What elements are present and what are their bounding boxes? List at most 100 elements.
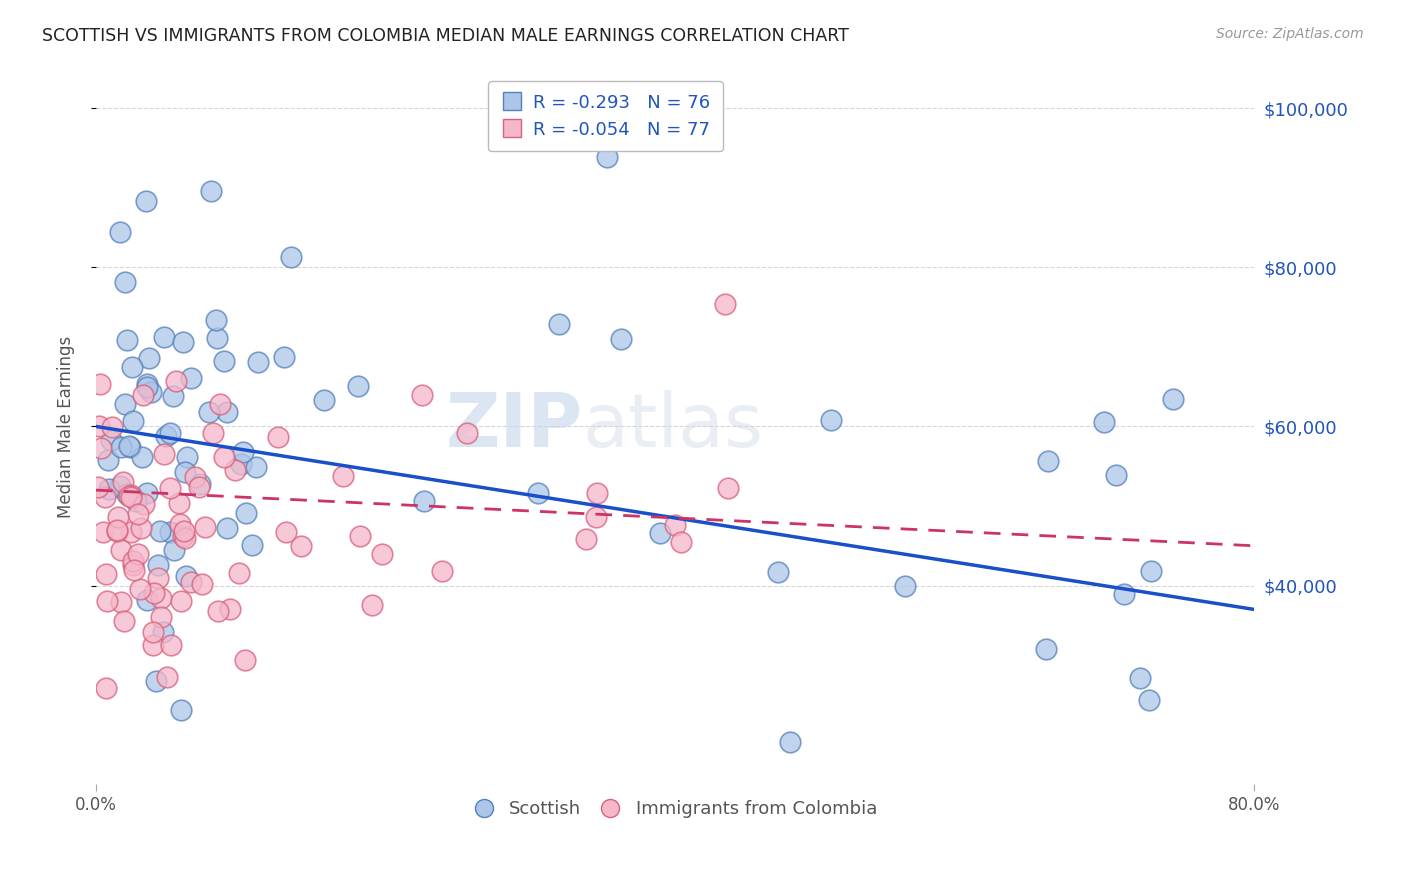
Point bbox=[115, 333, 138, 347]
Point bbox=[120, 488, 142, 502]
Point bbox=[120, 491, 142, 505]
Point bbox=[370, 547, 392, 561]
Point bbox=[204, 312, 226, 326]
Point bbox=[200, 184, 222, 198]
Point bbox=[127, 507, 149, 521]
Point bbox=[122, 554, 145, 568]
Point bbox=[650, 526, 672, 541]
Point bbox=[142, 638, 165, 652]
Point bbox=[111, 475, 134, 489]
Point bbox=[1161, 392, 1184, 406]
Point bbox=[159, 524, 181, 539]
Point bbox=[89, 376, 111, 391]
Point bbox=[122, 414, 145, 428]
Point bbox=[98, 482, 121, 496]
Point bbox=[430, 564, 453, 578]
Point bbox=[180, 371, 202, 385]
Point bbox=[114, 397, 136, 411]
Point bbox=[456, 426, 478, 441]
Point bbox=[180, 575, 202, 590]
Point bbox=[218, 602, 240, 616]
Point bbox=[247, 355, 270, 369]
Point bbox=[235, 506, 257, 520]
Point bbox=[94, 490, 117, 504]
Point bbox=[717, 481, 740, 495]
Point bbox=[229, 457, 252, 471]
Point bbox=[97, 453, 120, 467]
Point bbox=[127, 547, 149, 561]
Point bbox=[132, 388, 155, 402]
Point bbox=[159, 425, 181, 440]
Point bbox=[135, 593, 157, 607]
Point bbox=[94, 681, 117, 696]
Point bbox=[152, 330, 174, 344]
Point bbox=[169, 517, 191, 532]
Point bbox=[136, 380, 159, 394]
Point bbox=[360, 598, 382, 612]
Point bbox=[669, 534, 692, 549]
Point bbox=[233, 652, 256, 666]
Point bbox=[120, 524, 142, 539]
Point bbox=[150, 591, 173, 605]
Point bbox=[188, 480, 211, 494]
Point bbox=[232, 444, 254, 458]
Point bbox=[228, 566, 250, 580]
Point bbox=[172, 334, 194, 349]
Point bbox=[156, 670, 179, 684]
Point bbox=[174, 569, 197, 583]
Point bbox=[893, 579, 915, 593]
Point bbox=[105, 524, 128, 538]
Point bbox=[193, 520, 215, 534]
Point bbox=[162, 389, 184, 403]
Point bbox=[207, 604, 229, 618]
Point bbox=[122, 563, 145, 577]
Text: Source: ZipAtlas.com: Source: ZipAtlas.com bbox=[1216, 27, 1364, 41]
Point bbox=[118, 489, 141, 503]
Point bbox=[1035, 642, 1057, 657]
Point bbox=[110, 595, 132, 609]
Point bbox=[149, 610, 172, 624]
Point bbox=[1092, 415, 1115, 429]
Point bbox=[87, 480, 110, 494]
Point bbox=[107, 523, 129, 537]
Point bbox=[131, 450, 153, 465]
Point bbox=[245, 459, 267, 474]
Point bbox=[202, 425, 225, 440]
Point bbox=[101, 419, 124, 434]
Point bbox=[184, 470, 207, 484]
Point bbox=[149, 524, 172, 538]
Point bbox=[114, 275, 136, 289]
Point bbox=[575, 532, 598, 546]
Point bbox=[173, 524, 195, 538]
Point bbox=[224, 462, 246, 476]
Point bbox=[779, 735, 801, 749]
Point bbox=[596, 150, 619, 164]
Point bbox=[170, 593, 193, 607]
Point bbox=[134, 497, 156, 511]
Text: atlas: atlas bbox=[582, 390, 763, 463]
Point bbox=[100, 434, 122, 448]
Y-axis label: Median Male Earnings: Median Male Earnings bbox=[58, 335, 75, 517]
Point bbox=[170, 703, 193, 717]
Point bbox=[139, 384, 162, 399]
Point bbox=[527, 486, 550, 500]
Point bbox=[124, 493, 146, 508]
Point bbox=[585, 509, 607, 524]
Point bbox=[1036, 454, 1059, 468]
Point bbox=[172, 529, 194, 543]
Point bbox=[212, 450, 235, 465]
Point bbox=[267, 430, 290, 444]
Point bbox=[290, 539, 312, 553]
Point bbox=[1105, 467, 1128, 482]
Point bbox=[176, 450, 198, 464]
Point bbox=[145, 674, 167, 689]
Legend: Scottish, Immigrants from Colombia: Scottish, Immigrants from Colombia bbox=[465, 793, 884, 825]
Point bbox=[314, 392, 336, 407]
Point bbox=[110, 440, 132, 454]
Point bbox=[96, 593, 118, 607]
Point bbox=[89, 419, 111, 434]
Point bbox=[349, 529, 371, 543]
Point bbox=[135, 194, 157, 209]
Point bbox=[714, 297, 737, 311]
Point bbox=[1137, 693, 1160, 707]
